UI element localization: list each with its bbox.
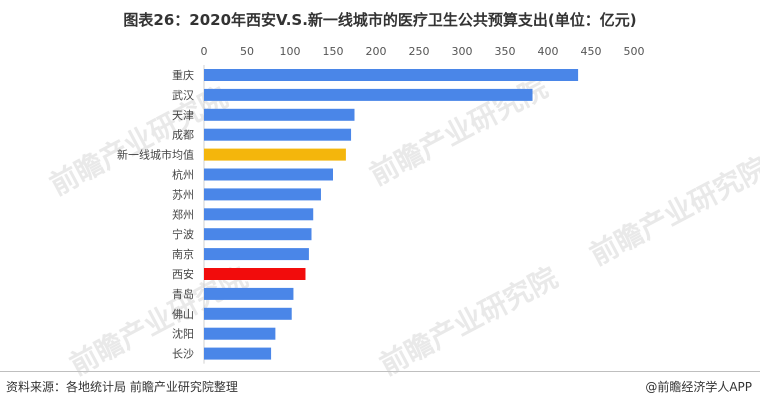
y-tick-label: 青岛 xyxy=(172,287,194,301)
bar xyxy=(204,248,309,261)
bar xyxy=(204,188,321,201)
bar-chart: 0 50 100 150 200 250 300 350 400 450 500 重庆武汉天津成都新一… xyxy=(117,45,645,364)
x-tick-label: 350 xyxy=(495,45,516,58)
bar xyxy=(204,69,579,81)
brand-credit: @前瞻经济学人APP xyxy=(645,380,752,394)
y-tick-label: 武汉 xyxy=(172,89,194,102)
bar xyxy=(204,347,272,360)
y-tick-label: 成都 xyxy=(172,129,194,142)
x-tick-label: 500 xyxy=(624,45,645,58)
x-tick-label: 150 xyxy=(323,45,344,58)
bar xyxy=(204,148,346,161)
y-tick-label: 郑州 xyxy=(172,207,194,221)
x-tick-label: 400 xyxy=(538,45,559,58)
y-tick-label: 苏州 xyxy=(172,188,194,201)
x-tick-label: 200 xyxy=(366,45,387,58)
bar xyxy=(204,168,333,181)
y-tick-label: 佛山 xyxy=(172,308,194,321)
bar xyxy=(204,128,352,141)
y-tick-label: 长沙 xyxy=(172,348,194,361)
bar xyxy=(204,327,276,340)
chart-title: 图表26：2020年西安V.S.新一线城市的医疗卫生公共预算支出(单位：亿元) xyxy=(123,11,637,29)
bar xyxy=(204,208,314,221)
y-tick-label: 杭州 xyxy=(172,168,194,182)
y-tick-label: 天津 xyxy=(172,109,194,122)
bar xyxy=(204,88,533,101)
bar xyxy=(204,307,292,320)
bar xyxy=(204,228,312,241)
footer-divider xyxy=(0,371,760,372)
bar xyxy=(204,287,294,300)
y-tick-label: 西安 xyxy=(172,267,194,281)
x-tick-label: 50 xyxy=(240,45,254,58)
x-tick-label: 300 xyxy=(452,45,473,58)
y-tick-label: 新一线城市均值 xyxy=(117,148,194,162)
y-tick-label: 宁波 xyxy=(172,227,194,241)
y-tick-label: 沈阳 xyxy=(172,327,194,341)
y-tick-label: 重庆 xyxy=(172,68,194,82)
x-tick-label: 450 xyxy=(581,45,602,58)
x-tick-label: 100 xyxy=(280,45,301,58)
x-tick-label: 250 xyxy=(409,45,430,58)
source-note: 资料来源：各地统计局 前瞻产业研究院整理 xyxy=(6,380,238,394)
bar xyxy=(204,108,355,121)
bar xyxy=(204,268,306,280)
x-tick-label: 0 xyxy=(201,45,208,58)
y-tick-label: 南京 xyxy=(172,247,194,261)
